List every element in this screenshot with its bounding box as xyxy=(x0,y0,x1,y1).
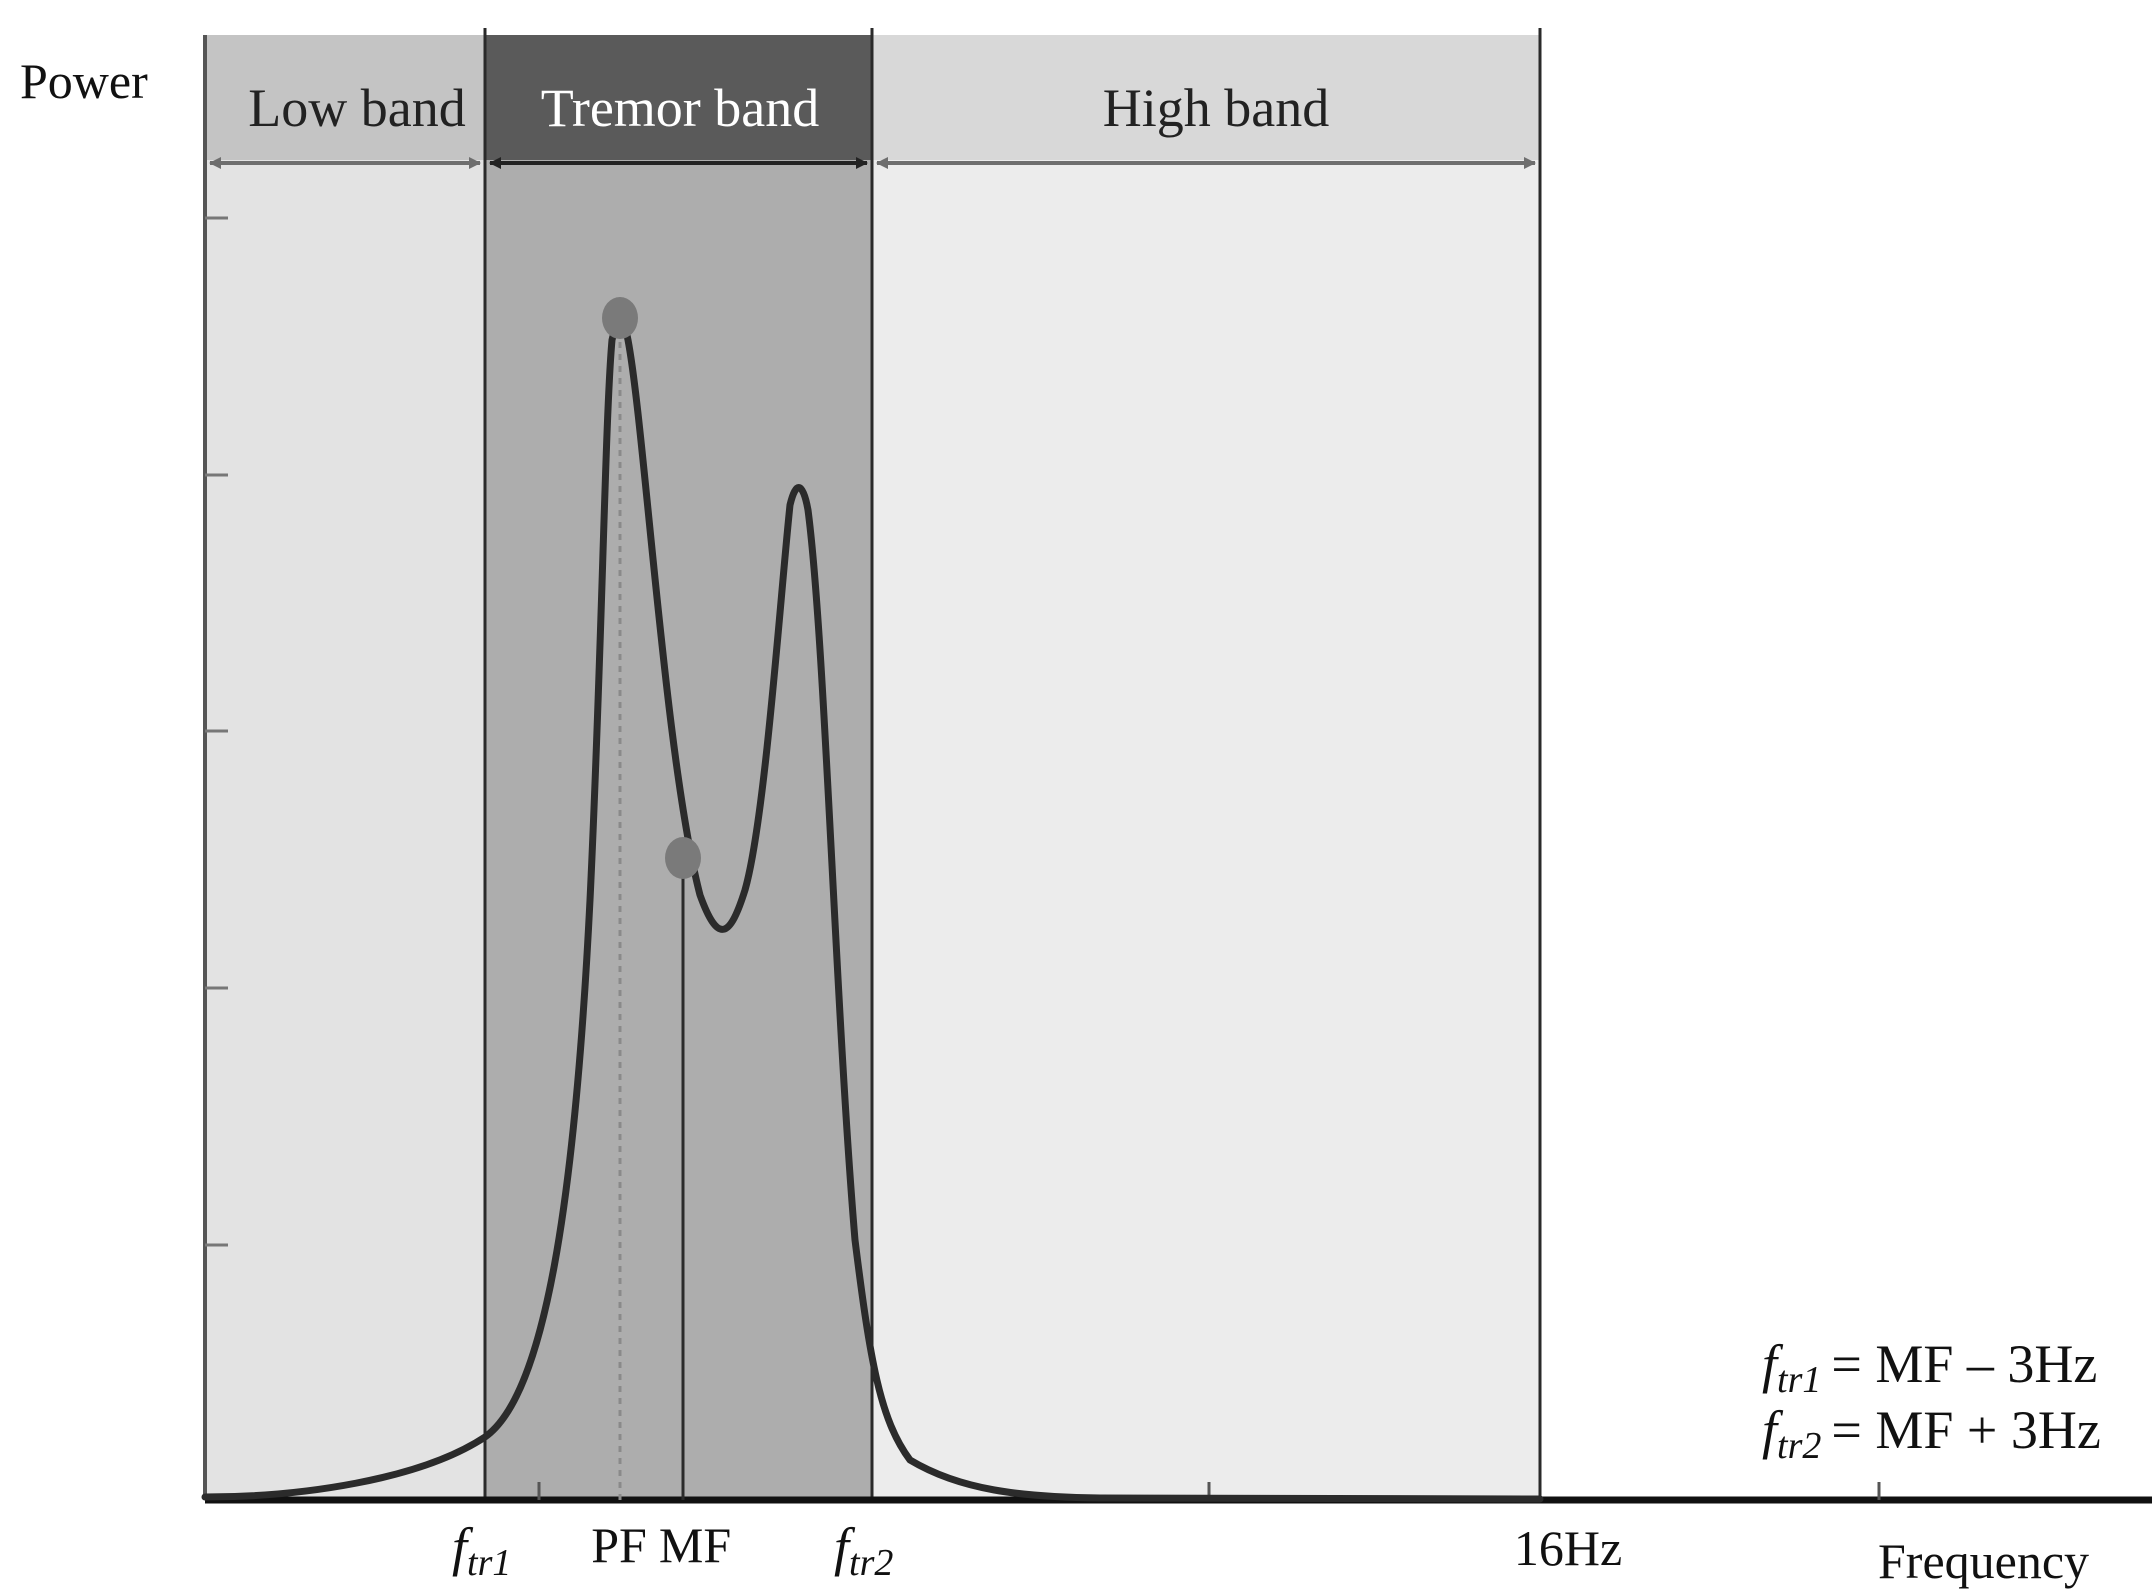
ftr2-formula: ftr2 = MF + 3Hz xyxy=(1762,1400,2101,1467)
16hz-tick-label: 16Hz xyxy=(1514,1520,1622,1576)
ftr1-tick-label: ftr1 xyxy=(452,1517,511,1584)
peak-frequency-marker xyxy=(602,297,638,339)
tremor-band-header xyxy=(485,35,872,160)
high-band-header xyxy=(872,35,1540,160)
median-frequency-marker xyxy=(665,837,701,879)
ftr1-formula: ftr1 = MF – 3Hz xyxy=(1762,1334,2097,1401)
low-band-label: Low band xyxy=(248,78,465,138)
low-band-region xyxy=(205,35,485,1500)
y-axis-label: Power xyxy=(20,53,148,109)
pf-tick-label: PF xyxy=(591,1517,647,1573)
y-axis-ticks xyxy=(205,216,228,1247)
ftr2-tick-label: ftr2 xyxy=(834,1517,893,1584)
low-band-header xyxy=(205,35,485,160)
mf-tick-label: MF xyxy=(659,1517,731,1573)
tremor-band-label: Tremor band xyxy=(541,78,820,138)
high-band-region xyxy=(872,35,1540,1500)
x-axis-label: Frequency xyxy=(1878,1533,2089,1589)
high-band-label: High band xyxy=(1103,78,1329,138)
power-spectrum-curve xyxy=(201,320,1544,1503)
